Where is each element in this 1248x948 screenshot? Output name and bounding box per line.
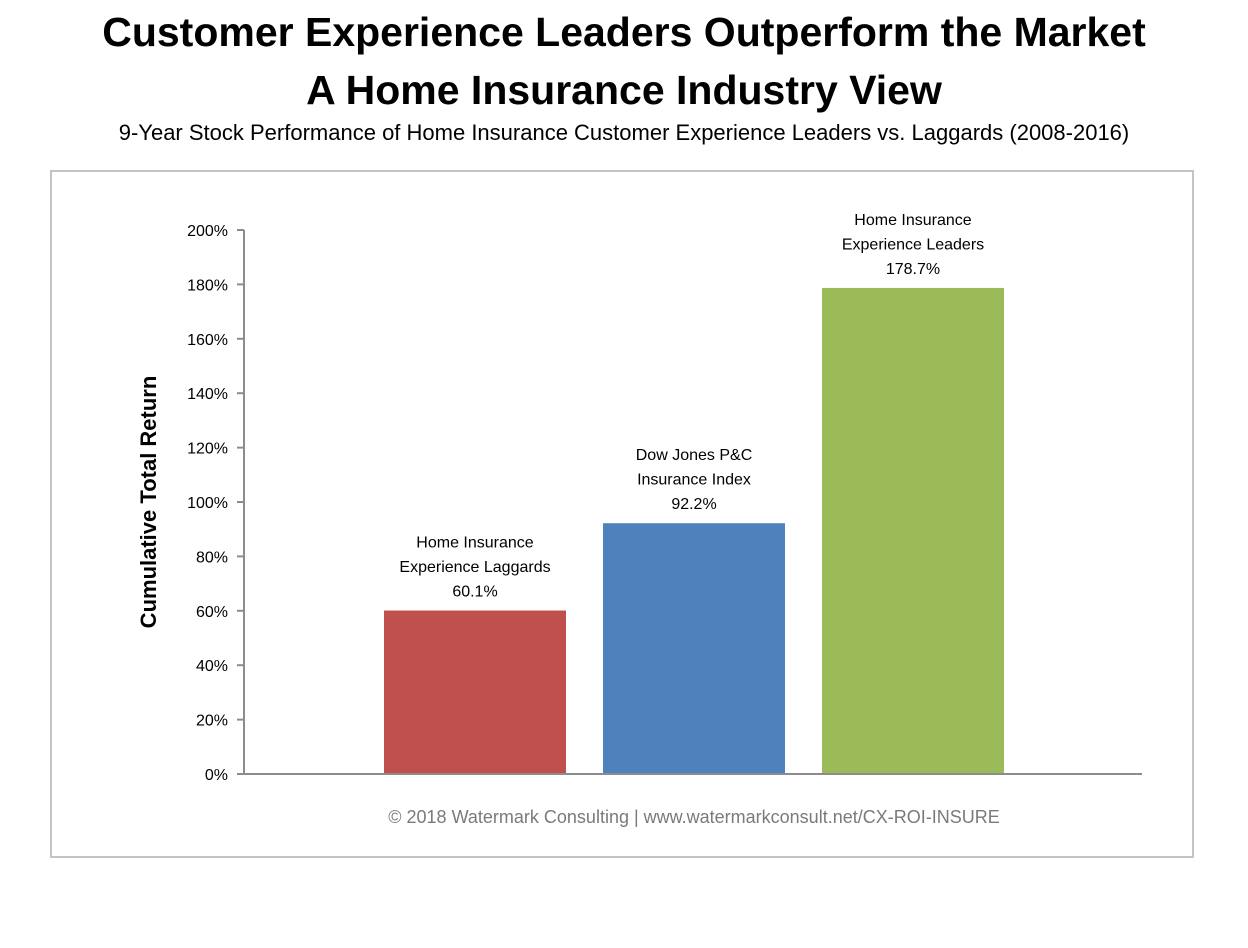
y-tick-label: 20% [196,713,228,730]
bar-value-label: 92.2% [671,496,716,513]
bar-value-label: 60.1% [452,584,497,601]
bar-category-label: Home Insurance [854,212,971,229]
y-tick-label: 80% [196,549,228,566]
bar [384,610,566,774]
y-tick-label: 160% [187,332,228,349]
chart-title: Customer Experience Leaders Outperform t… [102,9,1146,55]
y-tick-label: 40% [196,658,228,675]
bar-value-label: 178.7% [886,261,940,278]
copyright-footer: © 2018 Watermark Consulting | www.waterm… [388,807,999,827]
bar [822,287,1004,774]
y-tick-label: 140% [187,386,228,403]
y-tick-label: 200% [187,223,228,240]
bar-category-label: Experience Laggards [399,559,550,576]
y-tick-label: 180% [187,277,228,294]
y-axis-title: Cumulative Total Return [136,376,161,629]
y-tick-label: 100% [187,495,228,512]
bar-category-label: Experience Leaders [842,236,984,253]
bar-category-label: Home Insurance [416,535,533,552]
bar-chart: 0% 20% 40% 60% 80% 100% 120% 140% 160% 180% 200% Cu… [136,212,1142,827]
y-tick-label: 120% [187,441,228,458]
y-tick-label: 60% [196,604,228,621]
chart-description: 9-Year Stock Performance of Home Insuran… [118,120,1130,145]
bar-category-label: Insurance Index [637,472,751,489]
bar-category-label: Dow Jones P&C [636,447,753,464]
chart-frame: 0% 20% 40% 60% 80% 100% 120% 140% 160% 180% 200% Cu… [50,170,1194,858]
chart-subtitle: A Home Insurance Industry View [306,67,942,113]
bar [603,523,785,774]
y-tick-label: 0% [205,767,228,784]
